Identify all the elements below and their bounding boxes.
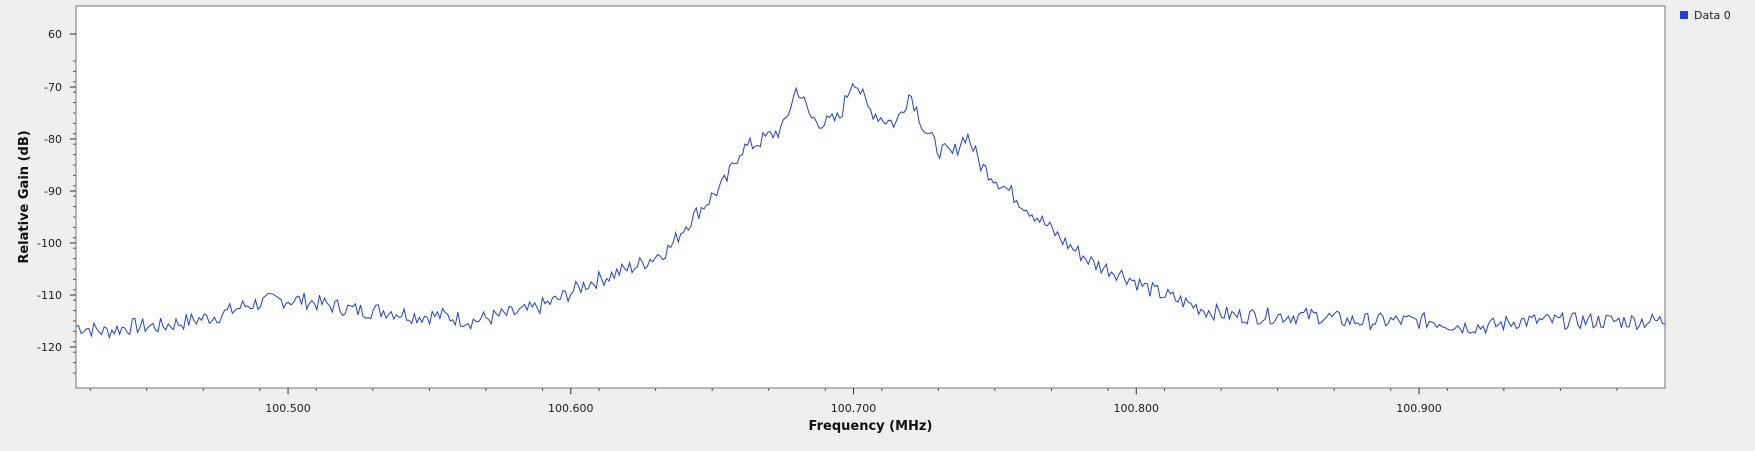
y-tick-label: -70 — [44, 81, 62, 94]
y-tick-label: 60 — [48, 28, 62, 41]
y-axis-title: Relative Gain (dB) — [17, 130, 32, 263]
legend-swatch — [1680, 11, 1688, 19]
x-tick-label: 100.500 — [265, 402, 311, 415]
y-tick-label: -90 — [44, 185, 62, 198]
x-axis-title: Frequency (MHz) — [809, 419, 933, 434]
x-tick-label: 100.600 — [548, 402, 594, 415]
x-tick-label: 100.800 — [1114, 402, 1160, 415]
legend[interactable]: Data 0 — [1680, 9, 1731, 22]
y-axis: 60 -70 -80 -90 -100 -110 -120 — [37, 28, 76, 374]
y-tick-label: -80 — [44, 133, 62, 146]
x-axis: 100.500 100.600 100.700 100.800 100.900 — [89, 388, 1618, 415]
y-tick-label: -120 — [37, 341, 62, 354]
y-tick-label: -100 — [37, 237, 62, 250]
x-tick-label: 100.900 — [1396, 402, 1442, 415]
plot-area — [75, 5, 1666, 389]
series-line — [75, 82, 1666, 340]
x-tick-label: 100.700 — [831, 402, 877, 415]
y-tick-label: -110 — [37, 289, 62, 302]
legend-label: Data 0 — [1694, 9, 1731, 22]
